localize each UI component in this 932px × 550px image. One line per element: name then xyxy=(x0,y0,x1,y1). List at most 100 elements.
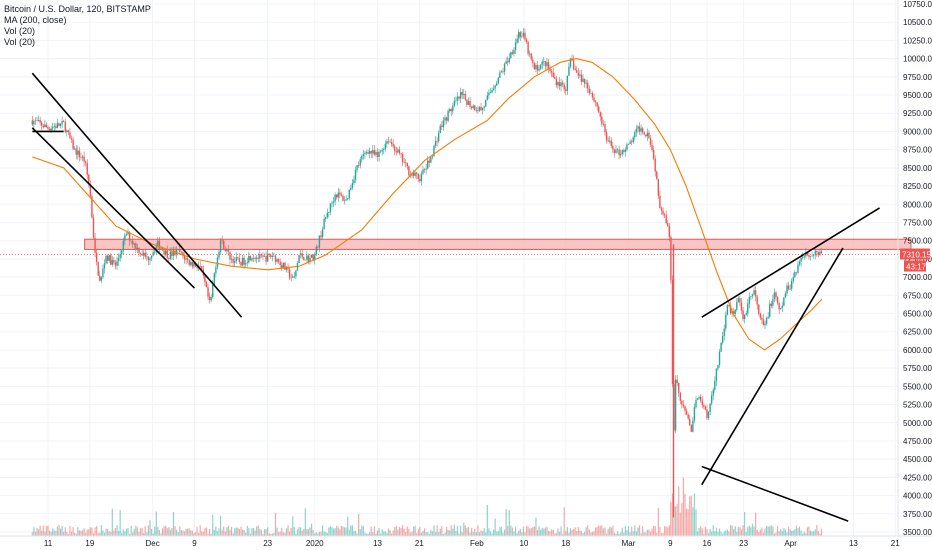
volume-bar xyxy=(400,528,402,536)
volume-bar xyxy=(204,527,206,536)
volume-bar xyxy=(306,529,308,536)
volume-bar xyxy=(653,526,655,536)
volume-bar xyxy=(361,525,363,536)
time-tick-label: 21 xyxy=(891,539,900,548)
volume-bar xyxy=(249,533,252,536)
volume-bar xyxy=(227,525,230,536)
price-axis[interactable]: 10750.00 10500.00 10250.00 10000.00 9750.00 9… xyxy=(903,0,932,537)
volume-bar xyxy=(278,532,280,536)
volume-bar xyxy=(776,525,779,536)
volume-bar xyxy=(651,528,653,536)
candle-body xyxy=(244,263,247,265)
candle-body xyxy=(194,263,197,267)
candle-body xyxy=(613,149,616,153)
volume-bar xyxy=(590,532,592,536)
volume-bar xyxy=(301,530,303,536)
time-axis[interactable]: 11 19 Dec 9 23 2020 13 21 Feb 10 18 Mar 9 16 23 Apr 13 21 xyxy=(44,539,900,548)
volume-bar xyxy=(298,527,300,536)
trendlines[interactable] xyxy=(31,72,880,522)
volume-bar xyxy=(373,526,375,536)
volume-bar xyxy=(121,533,123,536)
candle-body xyxy=(605,132,608,141)
candle-body xyxy=(745,313,747,316)
resistance-zone[interactable] xyxy=(84,238,912,250)
candle-body xyxy=(364,153,366,155)
candle-body xyxy=(590,93,592,94)
volume-bar xyxy=(547,530,550,536)
volume-bar xyxy=(675,506,677,536)
volume-bar xyxy=(94,527,96,536)
volume-bar xyxy=(219,515,222,536)
candle-body xyxy=(599,112,601,117)
candle-body xyxy=(279,261,281,266)
candle-body xyxy=(254,257,256,259)
moving-average-line xyxy=(32,58,823,351)
volume-bar xyxy=(387,528,390,536)
trendline xyxy=(701,247,844,486)
candle-body xyxy=(701,400,703,406)
volume-bar xyxy=(259,528,261,536)
volume-bar xyxy=(755,512,757,536)
volume-bar xyxy=(411,531,413,536)
candle-body xyxy=(756,296,758,305)
candle-body xyxy=(740,302,743,311)
volume-bar xyxy=(325,531,327,536)
volume-bar xyxy=(80,530,82,536)
volume-bar xyxy=(747,526,749,536)
candle-body xyxy=(805,252,807,257)
volume-indicator-label-2[interactable]: Vol (20) xyxy=(4,37,36,47)
volume-bar xyxy=(75,533,77,536)
candle-body xyxy=(70,138,73,140)
volume-bar xyxy=(202,531,204,536)
volume-bar xyxy=(698,528,700,536)
volume-bar xyxy=(483,528,485,536)
volume-bar xyxy=(422,530,424,536)
volume-bar xyxy=(629,532,631,536)
countdown-label: 43:17 xyxy=(906,263,927,272)
candlestick-series xyxy=(31,28,823,518)
candle-body xyxy=(637,126,639,129)
volume-bar xyxy=(160,533,162,536)
candle-body xyxy=(475,110,478,111)
volume-bar xyxy=(525,525,528,536)
volume-bar xyxy=(690,495,692,536)
volume-bar xyxy=(274,512,277,536)
candle-body xyxy=(106,255,109,261)
candle-body xyxy=(248,255,250,263)
volume-bar xyxy=(304,508,306,536)
time-tick-label: 18 xyxy=(561,539,570,548)
candle-body xyxy=(386,141,388,144)
volume-bar xyxy=(491,533,493,536)
volume-bar xyxy=(596,527,598,536)
candle-body xyxy=(111,260,114,265)
price-tick-label: 9500.00 xyxy=(903,91,932,100)
volume-bar xyxy=(671,493,674,536)
volume-bar xyxy=(816,525,818,536)
candle-body xyxy=(130,240,132,242)
candle-body xyxy=(442,120,445,128)
candle-body xyxy=(207,287,209,297)
symbol-title[interactable]: Bitcoin / U.S. Dollar, 120, BITSTAMP xyxy=(4,4,151,14)
volume-bar xyxy=(530,527,532,536)
candle-body xyxy=(340,194,343,196)
price-tick-label: 4500.00 xyxy=(903,455,932,464)
volume-bar xyxy=(102,530,104,536)
volume-bar xyxy=(66,531,68,536)
volume-bar xyxy=(55,531,57,536)
candle-body xyxy=(819,251,821,256)
candle-body xyxy=(698,397,700,399)
volume-indicator-label[interactable]: Vol (20) xyxy=(4,26,36,36)
volume-bar xyxy=(37,529,40,536)
candle-body xyxy=(128,232,131,241)
candle-body xyxy=(483,106,485,109)
ma-indicator-label[interactable]: MA (200, close) xyxy=(4,15,67,25)
volume-bar xyxy=(210,533,212,536)
candle-body xyxy=(356,165,358,171)
candle-body xyxy=(535,65,537,70)
volume-bar xyxy=(510,525,512,536)
candle-body xyxy=(638,126,641,132)
candle-body xyxy=(747,303,749,314)
candle-body xyxy=(320,235,322,238)
volume-bar xyxy=(401,525,404,536)
